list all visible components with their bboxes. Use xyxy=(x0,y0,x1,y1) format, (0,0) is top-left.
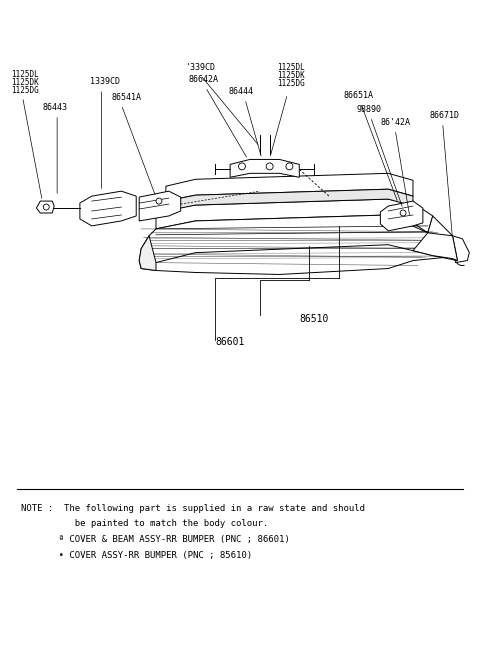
Text: 86510: 86510 xyxy=(300,314,329,324)
Text: 1125DG: 1125DG xyxy=(277,79,305,88)
Text: 1125DK: 1125DK xyxy=(11,78,38,87)
Text: 86443: 86443 xyxy=(42,103,67,112)
Circle shape xyxy=(239,163,245,170)
Circle shape xyxy=(156,198,162,204)
Polygon shape xyxy=(156,199,433,233)
Circle shape xyxy=(286,163,293,170)
Polygon shape xyxy=(230,160,300,177)
Text: 86642A: 86642A xyxy=(189,75,218,84)
Polygon shape xyxy=(139,215,457,269)
Polygon shape xyxy=(166,173,413,201)
Text: 98890: 98890 xyxy=(357,105,382,114)
Text: 86'42A: 86'42A xyxy=(380,118,410,127)
Polygon shape xyxy=(139,236,156,271)
Text: 86444: 86444 xyxy=(228,87,253,96)
Text: '339CD: '339CD xyxy=(186,63,216,72)
Text: 86651A: 86651A xyxy=(344,91,374,100)
Text: NOTE :  The following part is supplied in a raw state and should: NOTE : The following part is supplied in… xyxy=(21,503,365,512)
Polygon shape xyxy=(380,201,423,231)
Circle shape xyxy=(43,204,49,210)
Text: ª COVER & BEAM ASSY-RR BUMPER (PNC ; 86601): ª COVER & BEAM ASSY-RR BUMPER (PNC ; 866… xyxy=(21,535,289,544)
Polygon shape xyxy=(413,233,457,261)
Text: 86671D: 86671D xyxy=(430,111,460,120)
Text: be painted to match the body colour.: be painted to match the body colour. xyxy=(21,520,268,528)
Text: 1339CD: 1339CD xyxy=(90,77,120,86)
Text: • COVER ASSY-RR BUMPER (PNC ; 85610): • COVER ASSY-RR BUMPER (PNC ; 85610) xyxy=(21,551,252,560)
Circle shape xyxy=(400,210,406,216)
Polygon shape xyxy=(36,201,54,213)
Polygon shape xyxy=(166,189,413,211)
Text: 1125DK: 1125DK xyxy=(277,71,305,80)
Text: 1125DG: 1125DG xyxy=(11,86,38,95)
Text: 1125DL: 1125DL xyxy=(277,63,305,72)
Text: 1125DL: 1125DL xyxy=(11,70,38,79)
Text: 86601: 86601 xyxy=(216,337,245,347)
Polygon shape xyxy=(80,191,136,226)
Circle shape xyxy=(266,163,273,170)
Polygon shape xyxy=(139,191,180,221)
Text: 86541A: 86541A xyxy=(111,93,142,102)
